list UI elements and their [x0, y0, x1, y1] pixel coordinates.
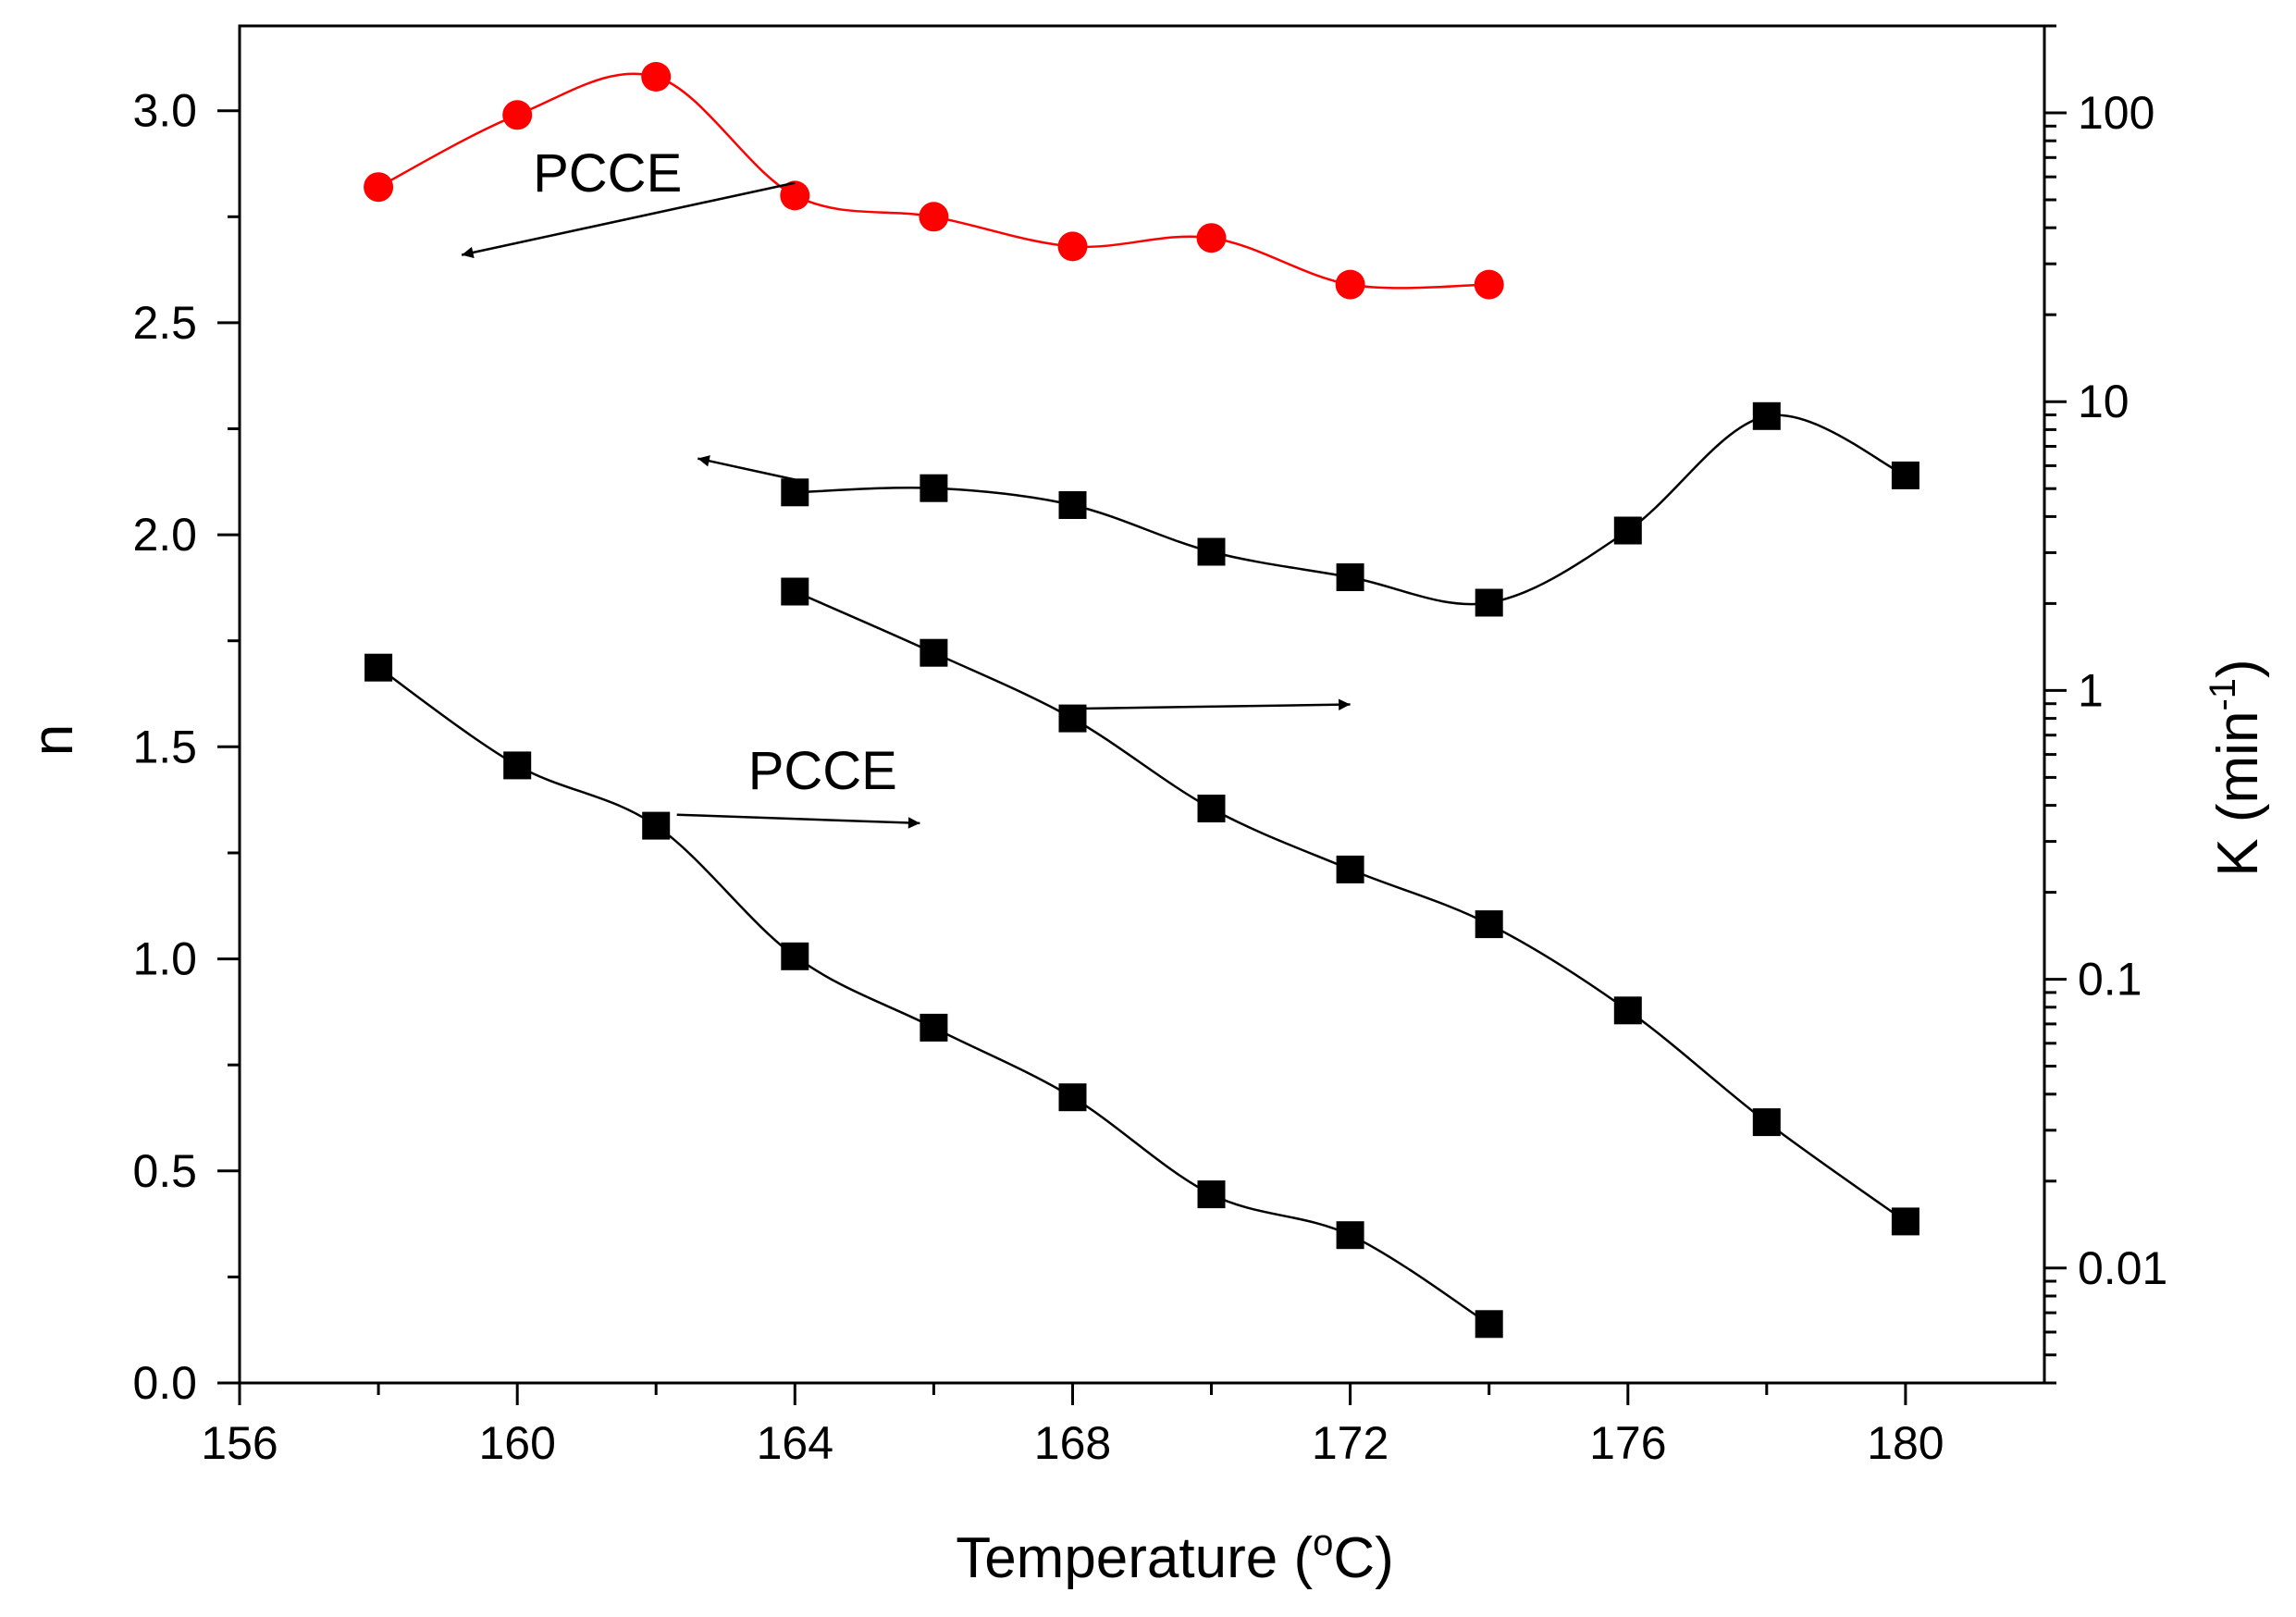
- x-tick-label: 168: [1034, 1417, 1111, 1469]
- annotation-label: PCCE: [748, 741, 897, 801]
- y-right-axis-title: K (min-1): [2203, 659, 2270, 876]
- annotation-arrow: [461, 181, 796, 259]
- data-point: [781, 478, 809, 507]
- data-point: [1752, 401, 1781, 430]
- x-tick-label: 180: [1867, 1417, 1944, 1469]
- data-point: [1197, 1180, 1226, 1209]
- y-left-tick-label: 0.0: [132, 1357, 197, 1409]
- data-point: [780, 180, 810, 211]
- x-tick-label: 172: [1312, 1417, 1389, 1469]
- data-point: [642, 811, 671, 840]
- y-left-axis-title: n: [21, 724, 85, 756]
- x-tick-label: 160: [478, 1417, 555, 1469]
- annotation-label: PCCE: [533, 143, 682, 204]
- data-point: [1613, 996, 1642, 1025]
- data-point: [641, 62, 672, 92]
- x-tick-label: 176: [1589, 1417, 1666, 1469]
- data-point: [1197, 795, 1226, 822]
- x-axis: 156 160 164 168 172 176 180 Temperature (oC): [201, 1383, 1944, 1590]
- data-point: [1058, 1083, 1087, 1112]
- data-point: [502, 100, 533, 130]
- data-point: [1335, 269, 1365, 300]
- data-point: [364, 653, 393, 682]
- series-k-pcce-: [364, 653, 1503, 1339]
- y-right-tick-labels: 0.01 0.1 1 10 100: [2078, 87, 2167, 1294]
- x-tick-label: 156: [201, 1417, 278, 1469]
- y-left-tick-labels: 0.0 0.5 1.0 1.5 2.0 2.5 3.0: [132, 85, 197, 1409]
- y-right-tick-label: 1: [2078, 664, 2104, 716]
- y-right-tick-label: 100: [2078, 87, 2154, 139]
- series-layer: [364, 62, 1920, 1339]
- x-ticks: [238, 1383, 1907, 1405]
- data-point: [1336, 855, 1364, 883]
- data-point: [1475, 1310, 1503, 1339]
- data-point: [503, 751, 532, 780]
- x-axis-title-end: C): [1333, 1526, 1393, 1590]
- arrow-layer: [461, 181, 1351, 829]
- data-point: [781, 942, 809, 970]
- data-point: [1475, 588, 1503, 617]
- data-point: [1891, 461, 1920, 489]
- data-point: [1891, 1207, 1920, 1236]
- series-n: [781, 401, 1920, 617]
- plot-frame: [238, 24, 2046, 1385]
- annotation-arrow: [676, 813, 920, 829]
- data-point: [364, 172, 394, 203]
- y-right-tick-label: 10: [2078, 376, 2129, 427]
- y-left-ticks: [217, 109, 240, 1385]
- annotation-arrow: [1072, 698, 1351, 710]
- y-left-tick-label: 2.0: [132, 509, 197, 561]
- data-point: [1196, 223, 1227, 253]
- y-left-tick-label: 2.5: [132, 297, 197, 349]
- y-left-tick-label: 3.0: [132, 85, 197, 137]
- x-tick-label: 164: [757, 1417, 833, 1469]
- data-point: [1057, 231, 1088, 262]
- x-tick-labels: 156 160 164 168 172 176 180: [201, 1417, 1944, 1469]
- data-point: [920, 474, 948, 502]
- x-axis-title: Temperature (oC): [956, 1523, 1394, 1590]
- y-right-axis-title-main: K (min: [2206, 711, 2270, 877]
- y-right-axis: 0.01 0.1 1 10 100 K (min-1): [2044, 24, 2270, 1385]
- data-point: [1058, 491, 1087, 519]
- series-line: [377, 666, 1490, 1326]
- data-point: [1474, 269, 1504, 300]
- y-right-tick-label: 0.01: [2078, 1242, 2167, 1294]
- data-point: [781, 577, 809, 606]
- data-point: [1197, 537, 1226, 566]
- series-n-pcce-: [364, 62, 1504, 300]
- data-point: [1613, 516, 1642, 545]
- x-axis-title-main: Temperature (: [956, 1526, 1313, 1590]
- data-point: [1752, 1108, 1781, 1137]
- data-point: [920, 1013, 948, 1042]
- y-right-axis-title-end: ): [2206, 659, 2270, 678]
- y-right-ticks: [2044, 24, 2067, 1385]
- data-point: [1475, 910, 1503, 939]
- x-axis-title-sup: o: [1313, 1523, 1333, 1563]
- annotation-layer: PCCE PCCE: [533, 143, 897, 801]
- data-point: [919, 202, 949, 232]
- data-point: [1336, 1221, 1364, 1250]
- annotation-arrow: [697, 455, 796, 481]
- data-point: [920, 638, 948, 667]
- y-left-tick-label: 1.0: [132, 933, 197, 985]
- data-point: [1336, 563, 1364, 591]
- y-left-tick-label: 0.5: [132, 1145, 197, 1197]
- y-right-axis-title-sup: -1: [2203, 678, 2243, 711]
- y-right-tick-label: 0.1: [2078, 954, 2142, 1006]
- series-k: [781, 577, 1920, 1236]
- y-left-tick-label: 1.5: [132, 721, 197, 772]
- y-left-axis: 0.0 0.5 1.0 1.5 2.0 2.5 3.0 n: [21, 85, 240, 1409]
- series-line: [794, 590, 1907, 1223]
